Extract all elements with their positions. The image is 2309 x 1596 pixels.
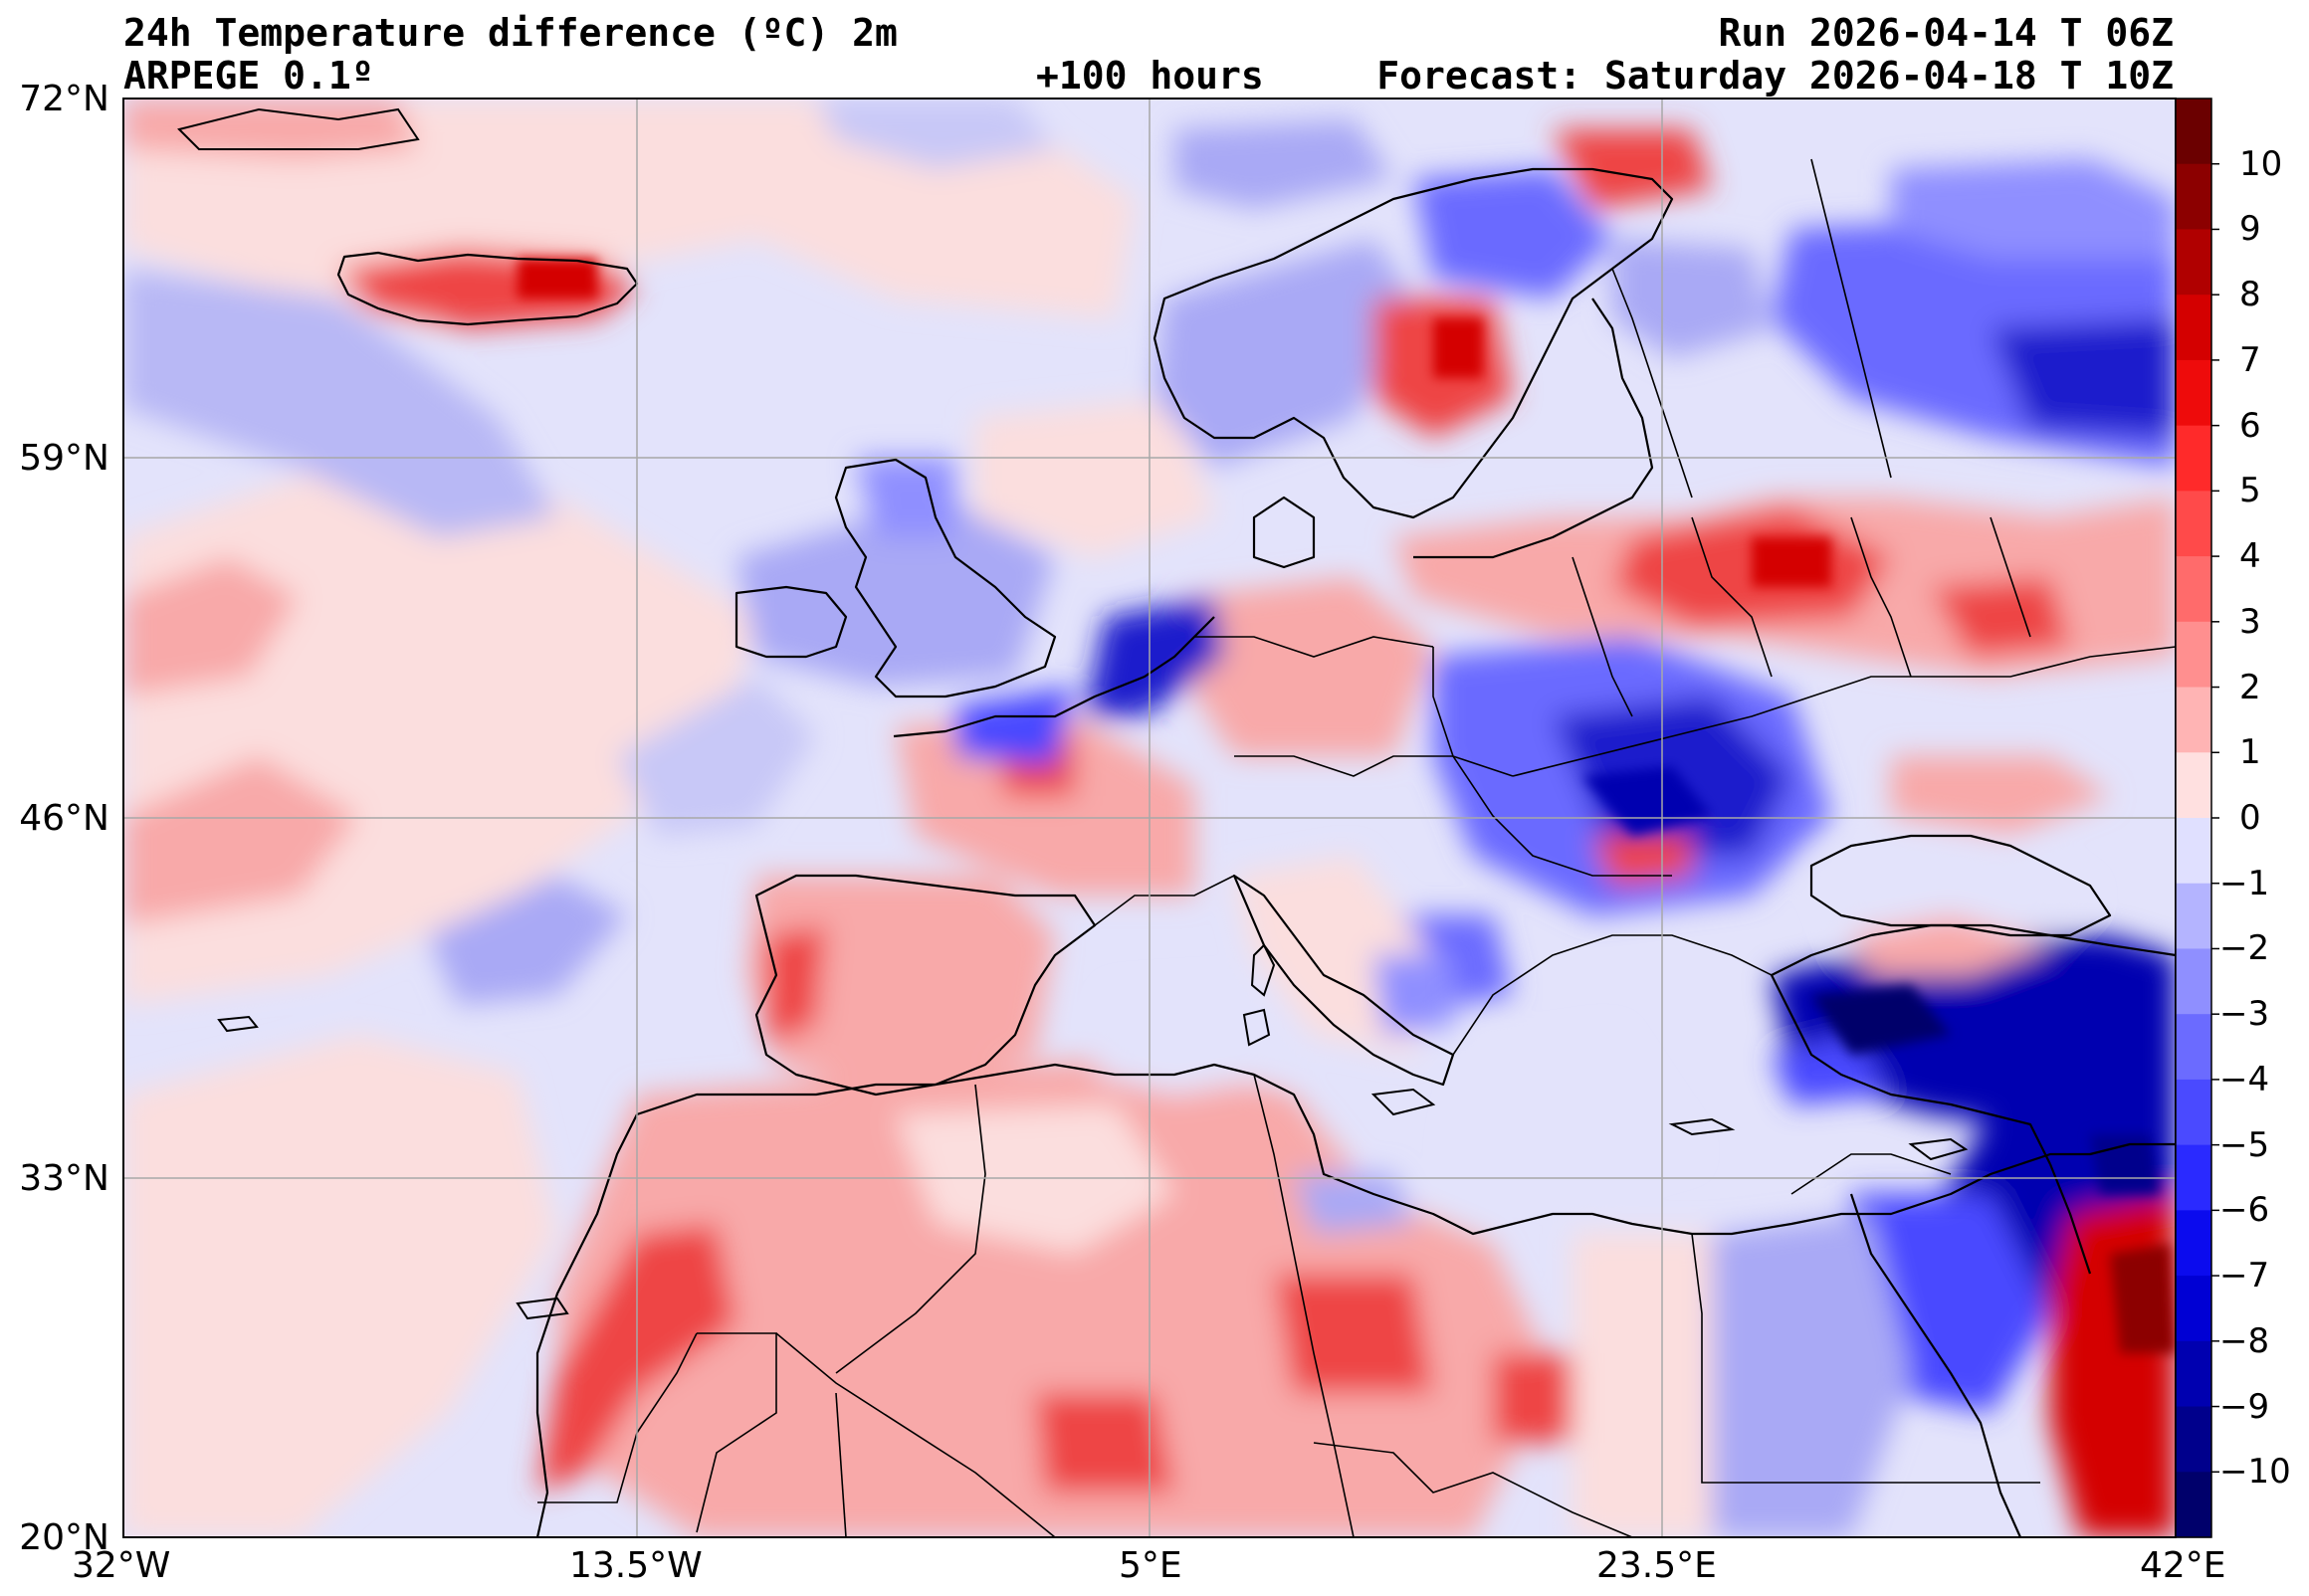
colorbar-swatch (2176, 1144, 2211, 1211)
colorbar-label: 8 (2239, 275, 2261, 315)
forecast-time: Forecast: Saturday 2026-04-18 T 10Z (1376, 54, 2174, 98)
borders (537, 158, 2176, 1537)
colorbar-label: −6 (2219, 1190, 2270, 1231)
model-name: ARPEGE 0.1º (123, 54, 374, 98)
colorbar-label: −10 (2219, 1452, 2291, 1493)
colorbar-swatch (2176, 687, 2211, 753)
colorbar-swatch (2176, 1210, 2211, 1277)
colorbar-label: 10 (2239, 143, 2283, 184)
lon-label-32w: 32°W (72, 1545, 171, 1586)
colorbar-label: 7 (2239, 339, 2261, 380)
colorbar-frame (2175, 98, 2212, 1538)
colorbar-swatch (2176, 621, 2211, 689)
grid-lines (123, 99, 2176, 1537)
colorbar-swatch (2176, 229, 2211, 296)
colorbar-label: −4 (2219, 1059, 2270, 1099)
colorbar-swatch (2176, 1014, 2211, 1081)
field-layer (123, 99, 2176, 1537)
colorbar-swatch (2176, 295, 2211, 361)
lon-label-5e: 5°E (1119, 1545, 1182, 1586)
colorbar-swatch (2176, 425, 2211, 492)
colorbar-label: −7 (2219, 1256, 2270, 1297)
colorbar-label: 5 (2239, 471, 2261, 511)
colorbar-swatch (2176, 818, 2211, 885)
colorbar-label: 3 (2239, 601, 2261, 642)
colorbar-swatch (2176, 752, 2211, 819)
colorbar-label: −2 (2219, 928, 2270, 969)
colorbar-label: −9 (2219, 1386, 2270, 1427)
colorbar-label: −1 (2219, 863, 2270, 903)
lat-label-46n: 46°N (19, 798, 109, 839)
islands (177, 107, 1969, 1320)
colorbar-label: 9 (2239, 209, 2261, 250)
lat-label-59n: 59°N (19, 438, 109, 479)
map-title: 24h Temperature difference (ºC) 2m (123, 11, 898, 55)
colorbar-label: 6 (2239, 405, 2261, 446)
colorbar-label: −5 (2219, 1124, 2270, 1165)
lon-label-13-5w: 13.5°W (569, 1545, 703, 1586)
lead-time: +100 hours (1036, 54, 1264, 98)
colorbar-label: 0 (2239, 798, 2261, 838)
colorbar-swatch (2176, 1472, 2211, 1538)
colorbar-swatch (2176, 948, 2211, 1015)
colorbar-label: 4 (2239, 536, 2261, 577)
colorbar-swatch (2176, 1079, 2211, 1146)
colorbar-swatch (2176, 556, 2211, 623)
colorbar-swatch (2176, 163, 2211, 231)
colorbar-swatch (2176, 1340, 2211, 1408)
lon-label-42e: 42°E (2140, 1545, 2226, 1586)
run-time: Run 2026-04-14 T 06Z (1718, 11, 2174, 55)
coastlines (336, 167, 2176, 1537)
lat-label-72n: 72°N (19, 79, 109, 119)
colorbar-label: 2 (2239, 667, 2261, 707)
field-blobs (123, 99, 2176, 1537)
lon-label-23-5e: 23.5°E (1596, 1545, 1717, 1586)
colorbar-swatch (2176, 1406, 2211, 1473)
colorbar (2176, 99, 2219, 1538)
colorbar-swatch (2176, 491, 2211, 557)
colorbar-swatch (2176, 883, 2211, 950)
colorbar-label: −3 (2219, 994, 2270, 1035)
lat-label-33n: 33°N (19, 1158, 109, 1199)
colorbar-label: −8 (2219, 1320, 2270, 1361)
colorbar-swatch (2176, 99, 2211, 165)
lat-label-20n: 20°N (19, 1517, 109, 1558)
colorbar-swatch (2176, 1276, 2211, 1342)
field-detail (518, 259, 2176, 1353)
colorbar-swatch (2176, 359, 2211, 427)
colorbar-label: 1 (2239, 732, 2261, 773)
